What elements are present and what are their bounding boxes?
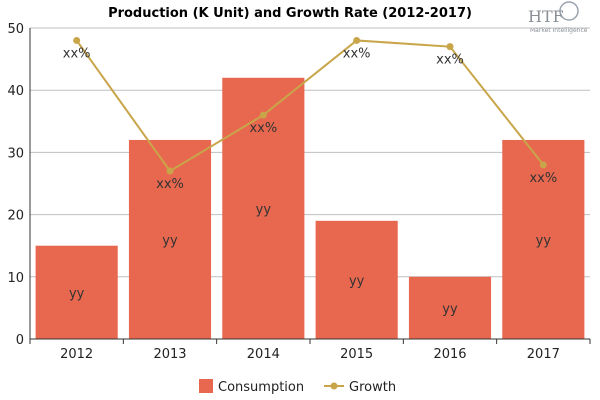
x-tick-label: 2016 [433,347,466,362]
y-tick-label: 20 [7,209,24,224]
growth-data-label: xx% [529,171,557,186]
bar-data-label: yy [442,302,458,317]
globe-icon [559,1,579,21]
legend: Consumption Growth [199,379,396,395]
growth-point [446,43,454,51]
bar [35,245,118,339]
bar [408,276,492,339]
y-tick-label: 50 [7,22,24,37]
growth-point [166,167,174,175]
x-tick-label: 2014 [247,347,280,362]
bar-data-label: yy [536,233,552,248]
x-tick-label: 2017 [527,347,560,362]
bar [315,220,398,339]
growth-data-label: xx% [436,53,464,68]
x-axis: 2012 2013 2014 2015 2016 2017 [29,338,591,362]
y-axis: 0 10 20 30 40 50 [7,22,31,348]
legend-marker-growth [330,382,338,390]
y-tick-label: 10 [7,271,24,286]
legend-label-consumption: Consumption [218,380,304,395]
bar [222,77,305,339]
growth-line [75,39,545,173]
htf-logo: HTF Market Intelligence [528,1,588,34]
legend-swatch-consumption [199,379,213,393]
growth-data-label: xx% [63,46,91,61]
bar-data-label: yy [349,274,365,289]
x-tick-label: 2013 [153,347,186,362]
x-tick-label: 2015 [340,347,373,362]
chart-title: Production (K Unit) and Growth Rate (201… [108,6,472,21]
logo-tagline: Market Intelligence [530,27,588,34]
line-series: xx% xx% xx% xx% xx% xx% [63,36,557,192]
bar-data-label: yy [256,202,272,217]
growth-data-label: xx% [249,121,277,136]
growth-point [539,161,547,169]
growth-data-label: xx% [156,177,184,192]
growth-point [353,36,361,44]
y-tick-label: 30 [7,146,24,161]
y-tick-label: 40 [7,84,24,99]
x-tick-label: 2012 [60,347,93,362]
bar-data-label: yy [162,233,178,248]
legend-label-growth: Growth [349,380,396,395]
y-tick-label: 0 [16,333,24,348]
bar-series: yy yy yy yy yy yy [35,77,585,339]
bar-data-label: yy [69,286,85,301]
bar [502,139,585,339]
growth-point [73,36,81,44]
logo-brand: HTF [528,7,564,26]
growth-point [259,111,267,119]
growth-data-label: xx% [343,46,371,61]
